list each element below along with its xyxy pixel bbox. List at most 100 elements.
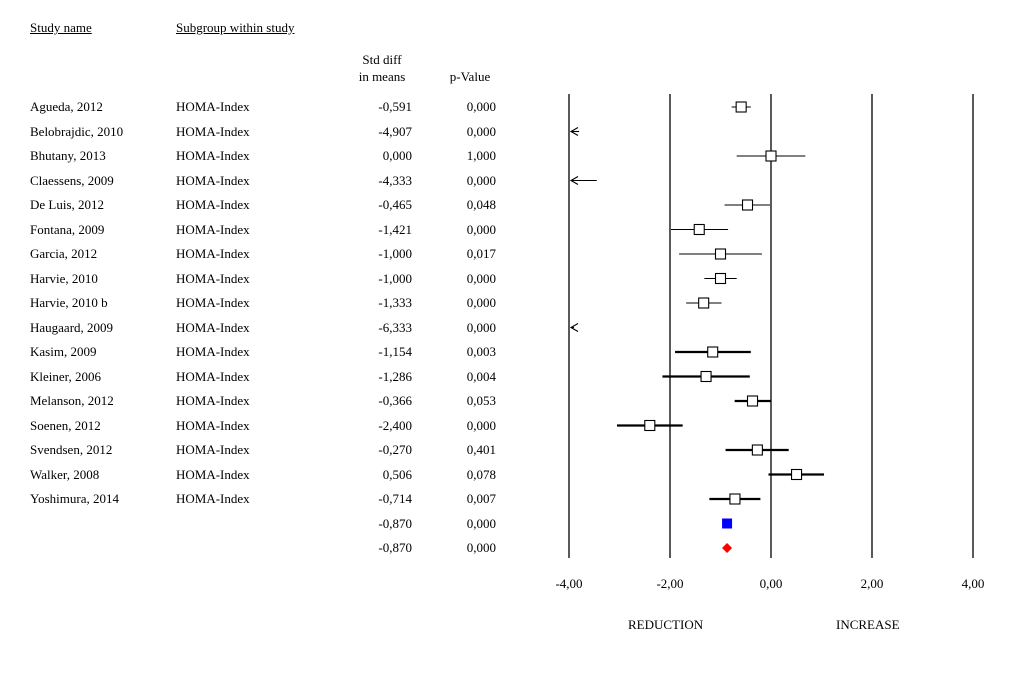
std-diff-cell: -2,400 (378, 417, 412, 433)
std-diff-cell: -0,270 (378, 442, 412, 457)
study-name-cell: Harvie, 2010 b (30, 295, 108, 310)
x-tick-label: -4,00 (555, 576, 583, 591)
study-name-cell: Svendsen, 2012 (30, 442, 113, 457)
study-name-cell: Kasim, 2009 (30, 344, 97, 359)
x-tick-label: -2,00 (656, 576, 684, 591)
study-name-cell: Soenen, 2012 (30, 417, 101, 433)
subgroup-cell: HOMA-Index (176, 148, 250, 163)
effect-marker (644, 419, 656, 432)
p-value-cell: 0,007 (466, 491, 496, 506)
p-value-cell: 0,017 (466, 246, 496, 261)
std-diff-cell: -0,366 (378, 393, 412, 408)
std-diff-cell: 0,506 (382, 466, 412, 482)
subgroup-cell: HOMA-Index (176, 246, 250, 261)
p-value-cell: 0,048 (466, 197, 496, 212)
subgroup-cell: HOMA-Index (176, 172, 250, 188)
study-name-cell: Kleiner, 2006 (30, 368, 101, 384)
subgroup-cell: HOMA-Index (176, 491, 250, 506)
effect-marker (729, 493, 741, 505)
p-value-cell: 0,401 (466, 442, 496, 457)
effect-marker (700, 370, 712, 383)
subgroup-cell: HOMA-Index (176, 466, 250, 482)
study-name-cell: Melanson, 2012 (30, 393, 114, 408)
std-diff-cell: -1,000 (378, 246, 412, 261)
study-name-cell: Walker, 2008 (30, 466, 100, 482)
study-name-cell: Garcia, 2012 (30, 246, 98, 261)
std-diff-cell: -1,421 (378, 221, 412, 237)
effect-marker (735, 101, 747, 113)
std-diff-header-line2: in means (358, 69, 406, 84)
subgroup-cell: HOMA-Index (176, 344, 250, 359)
study-name-cell: Yoshimura, 2014 (30, 491, 119, 506)
subgroup-header: Subgroup within study (176, 20, 295, 35)
effect-marker (714, 272, 727, 285)
study-name-cell: Harvie, 2010 (30, 270, 98, 286)
off-scale-arrow (569, 176, 579, 185)
subgroup-cell: HOMA-Index (176, 295, 250, 310)
effect-marker (741, 199, 754, 211)
increase-label: INCREASE (836, 617, 900, 632)
p-value-cell: 0,000 (466, 295, 496, 310)
study-name-cell: Fontana, 2009 (30, 221, 105, 237)
subgroup-cell: HOMA-Index (176, 368, 250, 384)
study-name-cell: Bhutany, 2013 (30, 148, 106, 163)
p-value-cell: 0,078 (466, 466, 496, 482)
p-value-cell: 0,004 (466, 368, 496, 384)
study-name-cell: Belobrajdic, 2010 (30, 123, 124, 139)
study-name-cell: Claessens, 2009 (30, 172, 114, 188)
p-value-header: p-Value (449, 69, 491, 84)
p-value-cell: 1,000 (466, 148, 496, 163)
subgroup-cell: HOMA-Index (176, 270, 250, 286)
off-scale-arrow (569, 323, 579, 332)
study-name-cell: Agueda, 2012 (30, 99, 103, 114)
std-diff-cell: -4,333 (378, 172, 412, 188)
std-diff-header: Std diff in means (352, 51, 412, 85)
p-value-cell: 0,000 (466, 123, 496, 139)
std-diff-cell: -0,714 (378, 491, 412, 506)
effect-marker (693, 223, 705, 236)
std-diff-cell: -0,465 (378, 197, 412, 212)
effect-marker (746, 395, 759, 407)
effect-marker (698, 297, 710, 309)
p-value-cell: 0,003 (466, 344, 496, 359)
subgroup-cell: HOMA-Index (176, 123, 250, 139)
reduction-label: REDUCTION (628, 617, 704, 632)
std-diff-cell: -4,907 (378, 123, 412, 139)
p-value-cell: 0,000 (466, 221, 496, 237)
std-diff-header-line1: Std diff (362, 52, 402, 67)
p-value-cell: 0,000 (466, 417, 496, 433)
p-value-cell: 0,000 (466, 270, 496, 286)
summary-std-diff-cell: -0,870 (378, 515, 412, 531)
study-name-cell: Haugaard, 2009 (30, 319, 114, 335)
subgroup-cell: HOMA-Index (176, 221, 250, 237)
effect-marker (751, 444, 763, 456)
p-value-cell: 0,053 (466, 393, 496, 408)
subgroup-cell: HOMA-Index (176, 99, 250, 114)
p-value-cell: 0,000 (466, 319, 496, 335)
summary-square-marker (722, 518, 733, 529)
std-diff-cell: -1,154 (378, 344, 412, 359)
summary-p-value-cell: 0,000 (466, 540, 496, 555)
summary-diamond-marker (722, 543, 733, 553)
std-diff-cell: -1,286 (378, 368, 412, 384)
subgroup-cell: HOMA-Index (176, 197, 250, 212)
effect-marker (714, 248, 727, 260)
std-diff-cell: -0,591 (378, 99, 412, 114)
effect-marker (791, 468, 803, 481)
off-scale-arrow (569, 127, 579, 136)
std-diff-cell: -6,333 (378, 319, 412, 335)
subgroup-cell: HOMA-Index (176, 442, 250, 457)
std-diff-cell: -1,333 (378, 295, 412, 310)
std-diff-cell: 0,000 (382, 148, 412, 163)
x-tick-label: 4,00 (961, 576, 985, 591)
subgroup-cell: HOMA-Index (176, 417, 250, 433)
x-tick-label: 2,00 (860, 576, 884, 591)
subgroup-cell: HOMA-Index (176, 319, 250, 335)
effect-marker (707, 346, 719, 358)
subgroup-cell: HOMA-Index (176, 393, 250, 408)
effect-marker (765, 150, 777, 162)
p-value-cell: 0,000 (466, 99, 496, 114)
summary-p-value-cell: 0,000 (466, 515, 496, 531)
